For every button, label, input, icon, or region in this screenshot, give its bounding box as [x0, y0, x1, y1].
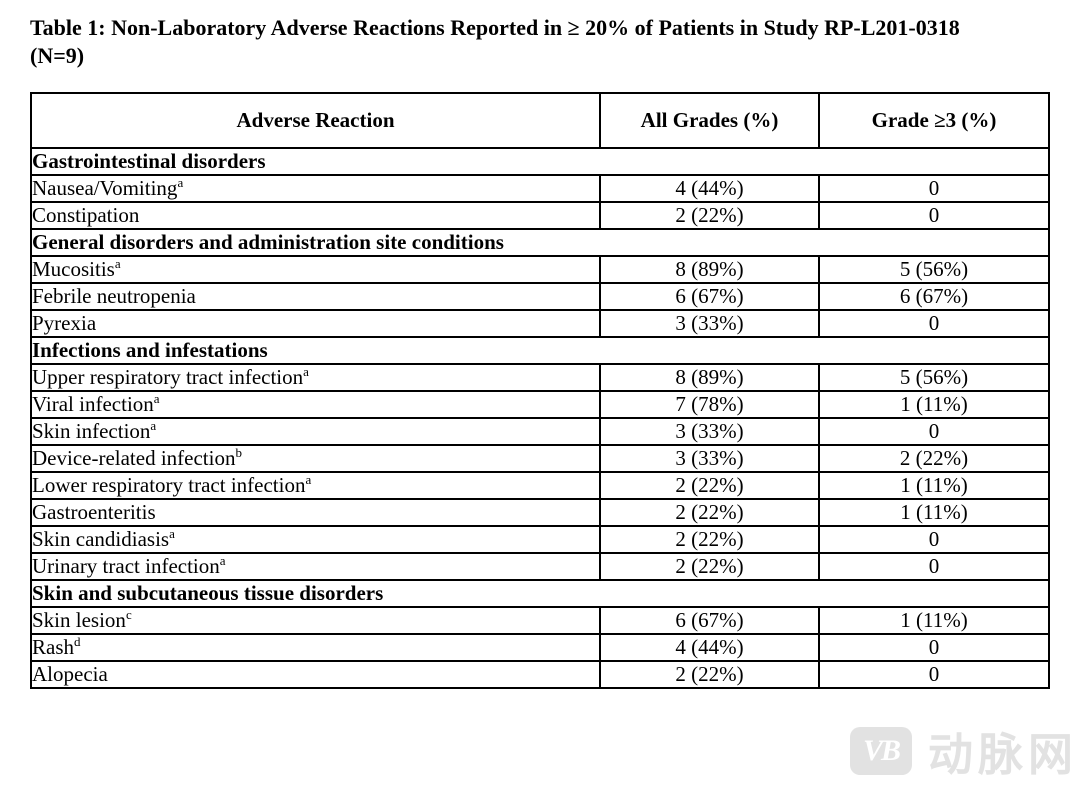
all-grades-value: 2 (22%) [599, 660, 820, 689]
all-grades-value: 2 (22%) [599, 498, 820, 527]
caption-line2: (N=9) [30, 43, 85, 69]
all-grades-value: 2 (22%) [599, 471, 820, 500]
reaction-name: Febrile neutropenia [30, 282, 601, 311]
reaction-name: Mucositisa [30, 255, 601, 284]
grade3-value: 2 (22%) [818, 444, 1050, 473]
all-grades-value: 6 (67%) [599, 606, 820, 635]
grade3-value: 0 [818, 201, 1050, 230]
section-label: General disorders and administration sit… [30, 228, 1050, 257]
section-row: General disorders and administration sit… [30, 228, 1050, 257]
grade3-value: 0 [818, 525, 1050, 554]
grade3-value: 0 [818, 633, 1050, 662]
footnote-marker: a [303, 364, 309, 380]
table-row: Alopecia 2 (22%) 0 [30, 660, 1050, 689]
grade3-value: 0 [818, 660, 1050, 689]
column-header-grade3: Grade ≥3 (%) [818, 92, 1050, 149]
table-row: Urinary tract infectiona 2 (22%) 0 [30, 552, 1050, 581]
all-grades-value: 8 (89%) [599, 255, 820, 284]
table-caption: Table 1: Non-Laboratory Adverse Reaction… [30, 14, 1054, 70]
footnote-marker: a [150, 418, 157, 434]
grade3-value: 5 (56%) [818, 255, 1050, 284]
table-row: Rashd 4 (44%) 0 [30, 633, 1050, 662]
grade3-value: 0 [818, 417, 1050, 446]
table-body: Gastrointestinal disorders Nausea/Vomitin… [30, 147, 1050, 689]
caption-line1: Table 1: Non-Laboratory Adverse Reaction… [30, 15, 960, 40]
watermark-text: 动脉网 [927, 728, 1078, 781]
table-row: Constipation 2 (22%) 0 [30, 201, 1050, 230]
footnote-marker: a [153, 391, 160, 407]
all-grades-value: 3 (33%) [599, 444, 820, 473]
table-header-row: Adverse Reaction All Grades (%) Grade ≥3… [30, 92, 1050, 149]
reaction-name: Lower respiratory tract infectiona [30, 471, 601, 500]
grade3-value: 0 [818, 552, 1050, 581]
all-grades-value: 2 (22%) [599, 552, 820, 581]
footnote-marker: a [305, 472, 312, 488]
column-header-all-grades: All Grades (%) [599, 92, 820, 149]
all-grades-value: 6 (67%) [599, 282, 820, 311]
all-grades-value: 2 (22%) [599, 525, 820, 554]
all-grades-value: 3 (33%) [599, 309, 820, 338]
all-grades-value: 4 (44%) [599, 633, 820, 662]
reaction-name: Nausea/Vomitinga [30, 174, 601, 203]
grade3-value: 5 (56%) [818, 363, 1050, 392]
footnote-marker: a [177, 175, 184, 191]
footnote-marker: a [169, 526, 175, 542]
reaction-name: Skin lesionc [30, 606, 601, 635]
all-grades-value: 8 (89%) [599, 363, 820, 392]
footnote-marker: c [125, 607, 132, 623]
footnote-marker: a [114, 256, 121, 272]
footnote-marker: b [235, 445, 242, 461]
reaction-name: Urinary tract infectiona [30, 552, 601, 581]
footnote-marker: a [219, 553, 226, 569]
footnote-marker: d [74, 634, 81, 650]
reaction-name: Gastroenteritis [30, 498, 601, 527]
section-label: Infections and infestations [30, 336, 1050, 365]
section-row: Infections and infestations [30, 336, 1050, 365]
vcbeat-logo-letters: VB [862, 733, 901, 767]
table-row: Mucositisa 8 (89%) 5 (56%) [30, 255, 1050, 284]
reaction-name: Constipation [30, 201, 601, 230]
table-row: Febrile neutropenia 6 (67%) 6 (67%) [30, 282, 1050, 311]
all-grades-value: 7 (78%) [599, 390, 820, 419]
section-row: Gastrointestinal disorders [30, 147, 1050, 176]
table-row: Upper respiratory tract infectiona 8 (89%… [30, 363, 1050, 392]
reaction-name: Upper respiratory tract infectiona [30, 363, 601, 392]
all-grades-value: 3 (33%) [599, 417, 820, 446]
grade3-value: 0 [818, 174, 1050, 203]
table-row: Gastroenteritis 2 (22%) 1 (11%) [30, 498, 1050, 527]
vcbeat-logo-icon: VB [849, 726, 912, 775]
grade3-value: 1 (11%) [818, 498, 1050, 527]
table-row: Skin candidiasisa 2 (22%) 0 [30, 525, 1050, 554]
column-header-adverse-reaction: Adverse Reaction [30, 92, 601, 149]
reaction-name: Viral infectiona [30, 390, 601, 419]
all-grades-value: 2 (22%) [599, 201, 820, 230]
grade3-value: 1 (11%) [818, 606, 1050, 635]
grade3-value: 1 (11%) [818, 471, 1050, 500]
section-row: Skin and subcutaneous tissue disorders [30, 579, 1050, 608]
reaction-name: Skin infectiona [30, 417, 601, 446]
grade3-value: 6 (67%) [818, 282, 1050, 311]
table-row: Nausea/Vomitinga 4 (44%) 0 [30, 174, 1050, 203]
reaction-name: Rashd [30, 633, 601, 662]
grade3-value: 0 [818, 309, 1050, 338]
table-row: Skin infectiona 3 (33%) 0 [30, 417, 1050, 446]
table-row: Pyrexia 3 (33%) 0 [30, 309, 1050, 338]
table-row: Skin lesionc 6 (67%) 1 (11%) [30, 606, 1050, 635]
adverse-reactions-table: Adverse Reaction All Grades (%) Grade ≥3… [30, 92, 1050, 689]
reaction-name: Alopecia [30, 660, 601, 689]
table-row: Lower respiratory tract infectiona 2 (22%… [30, 471, 1050, 500]
section-label: Skin and subcutaneous tissue disorders [30, 579, 1050, 608]
all-grades-value: 4 (44%) [599, 174, 820, 203]
table-row: Viral infectiona 7 (78%) 1 (11%) [30, 390, 1050, 419]
reaction-name: Skin candidiasisa [30, 525, 601, 554]
reaction-name: Pyrexia [30, 309, 601, 338]
grade3-value: 1 (11%) [818, 390, 1050, 419]
reaction-name: Device-related infectionb [30, 444, 601, 473]
watermark: VB 动脉网 [849, 718, 1078, 783]
section-label: Gastrointestinal disorders [30, 147, 1050, 176]
table-row: Device-related infectionb 3 (33%) 2 (22%) [30, 444, 1050, 473]
